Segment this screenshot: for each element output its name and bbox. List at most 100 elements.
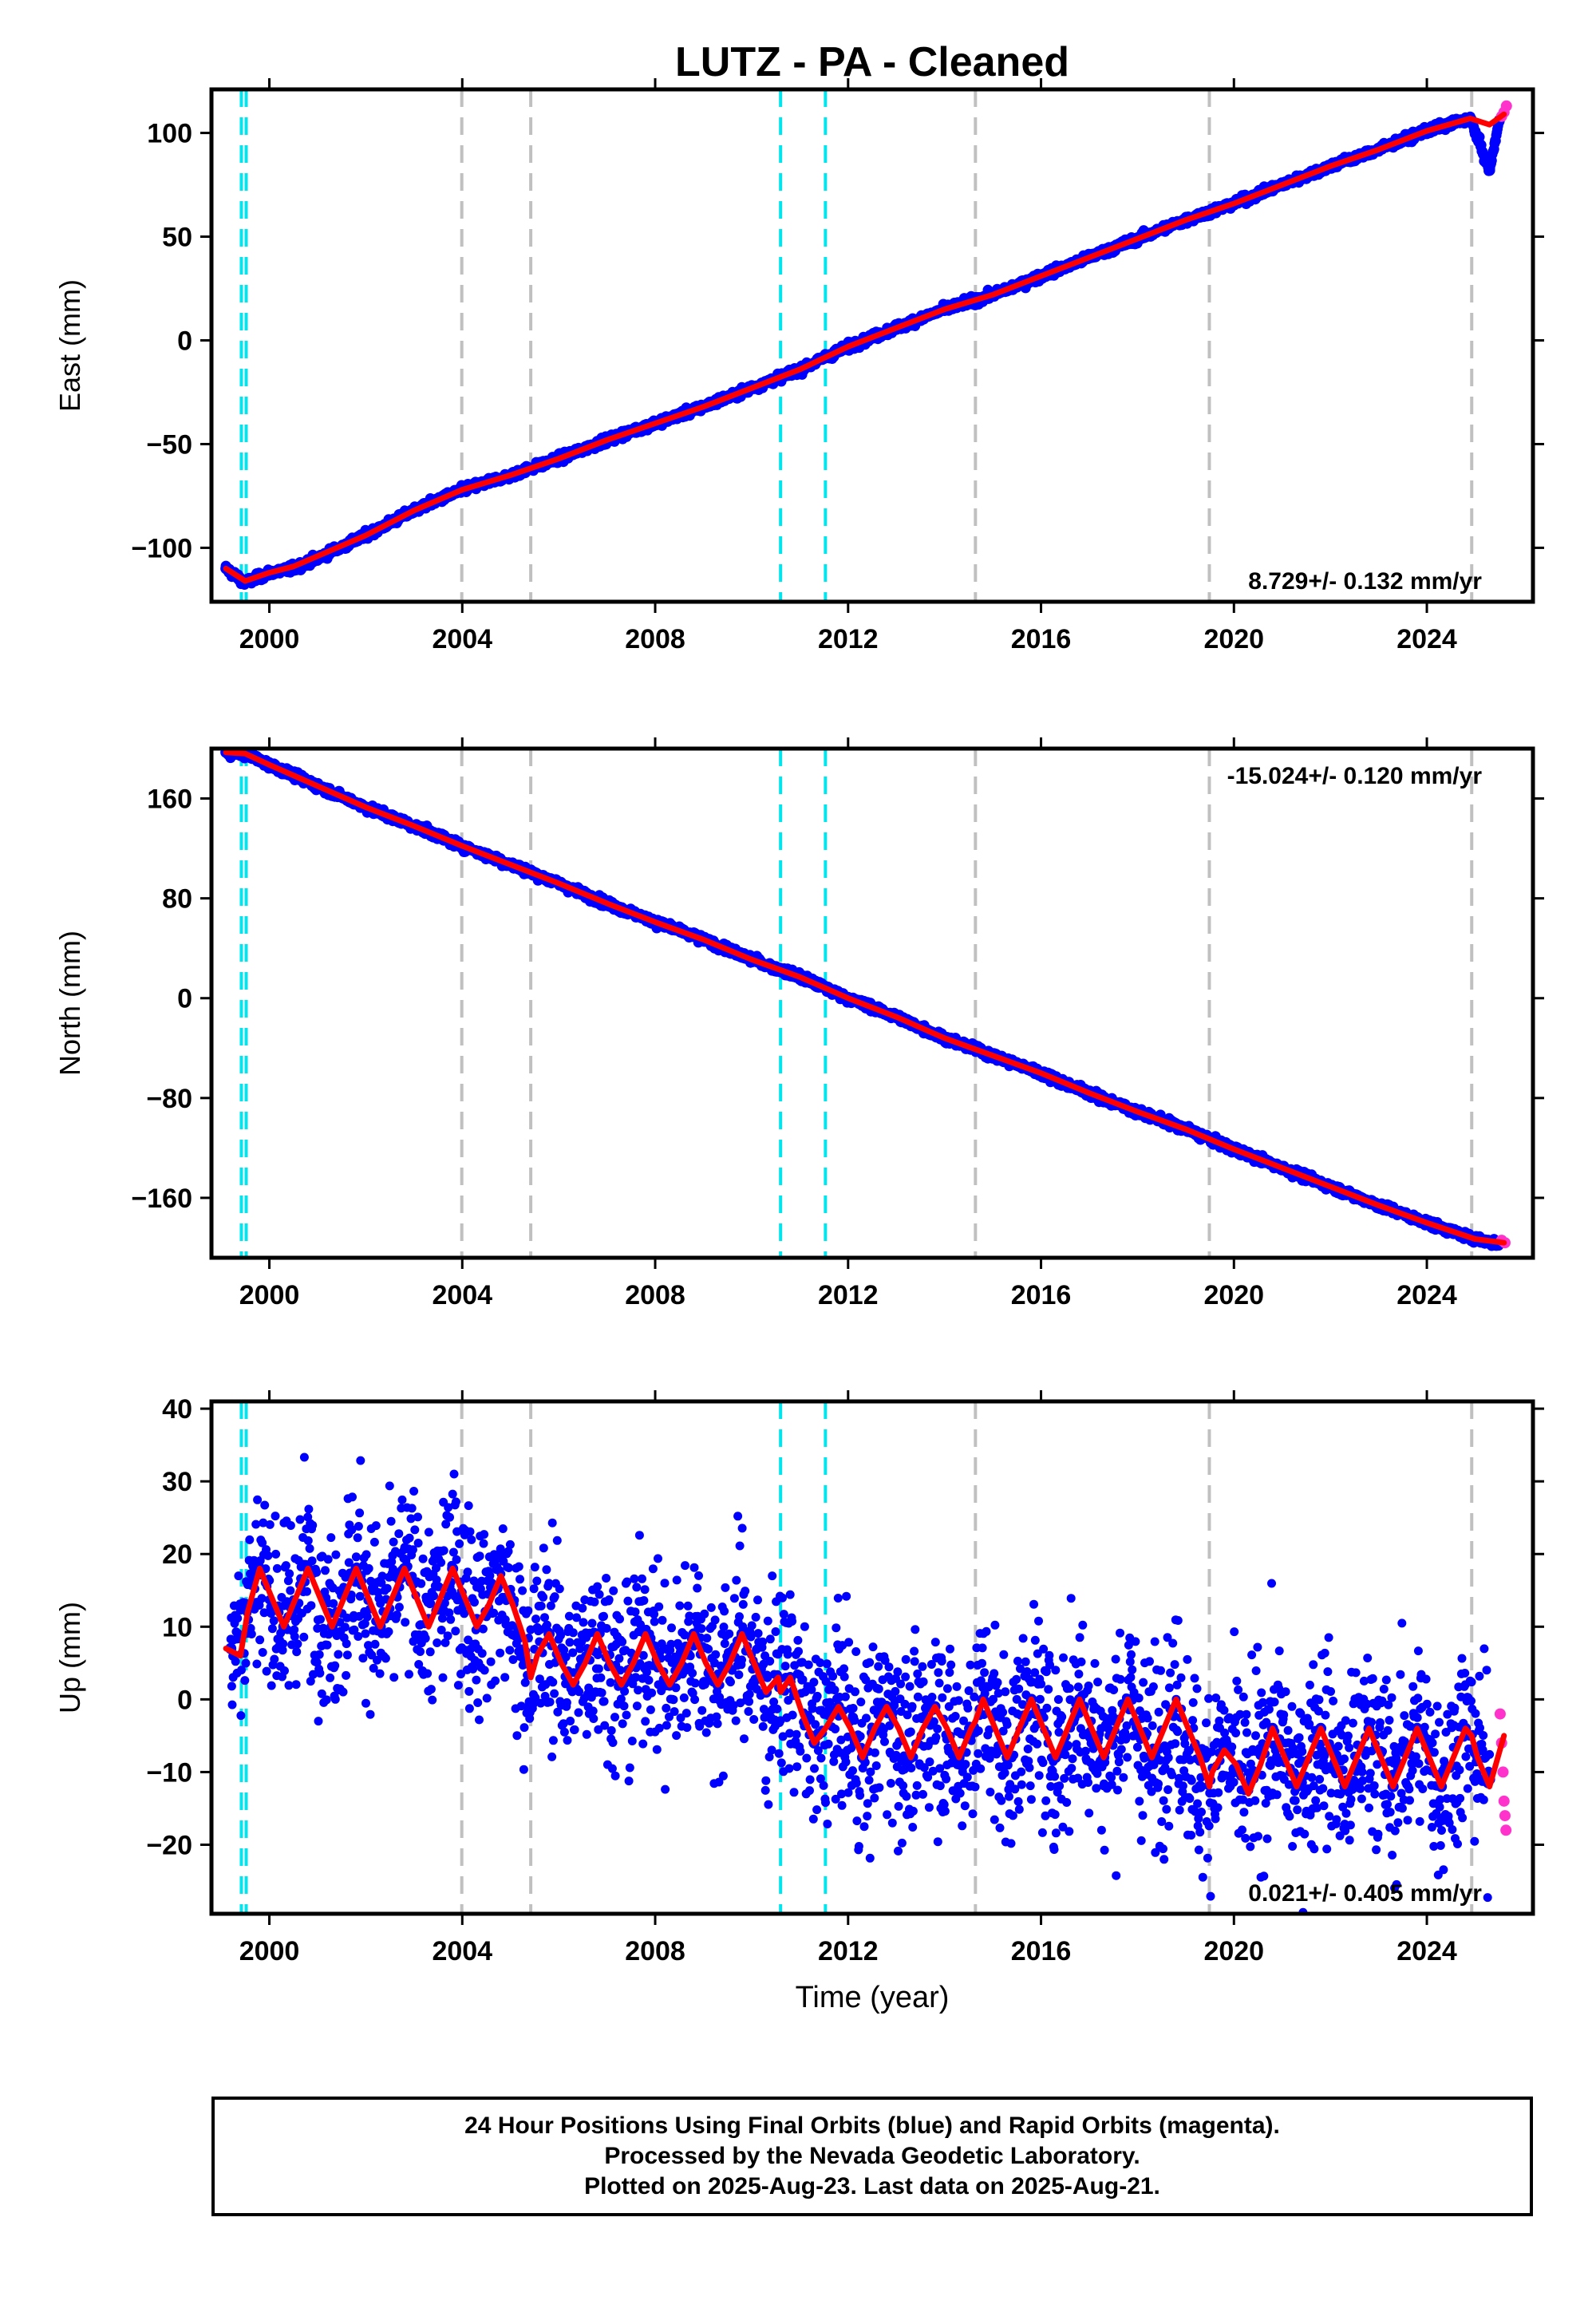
final-point: [342, 1670, 351, 1680]
final-point: [307, 1556, 317, 1566]
final-point: [312, 1658, 322, 1667]
final-point: [291, 1680, 301, 1690]
final-point: [358, 1654, 368, 1663]
final-point: [270, 1654, 279, 1664]
final-point: [255, 1600, 264, 1610]
final-point: [279, 1639, 288, 1649]
final-point: [340, 1622, 350, 1632]
final-orbit-points: [225, 1452, 1495, 1914]
final-point: [262, 1666, 271, 1676]
final-point: [406, 1514, 416, 1524]
final-point: [342, 1650, 352, 1660]
x-tick-label: 2000: [239, 624, 300, 654]
final-point: [361, 1550, 371, 1559]
final-point: [384, 1627, 393, 1636]
final-point: [330, 1694, 340, 1704]
final-point: [416, 1647, 425, 1656]
final-point: [245, 1535, 255, 1544]
final-point: [329, 1599, 338, 1608]
final-point: [330, 1661, 340, 1670]
final-point: [375, 1669, 385, 1678]
final-point: [241, 1658, 251, 1668]
final-point: [323, 1555, 333, 1564]
plot-area: [220, 89, 1512, 602]
velocity-rate-label: 8.729+/- 0.132 mm/yr: [1248, 568, 1482, 595]
y-tick-label: −50: [146, 429, 192, 460]
final-point: [370, 1639, 380, 1649]
final-point: [285, 1569, 294, 1579]
final-point: [251, 1520, 261, 1529]
final-point: [267, 1681, 276, 1690]
x-tick-label: 2000: [239, 1280, 300, 1310]
final-point: [290, 1625, 299, 1634]
final-point: [369, 1663, 378, 1673]
final-point: [314, 1717, 323, 1726]
final-point: [360, 1618, 369, 1628]
final-point: [413, 1512, 422, 1522]
final-point: [299, 1452, 309, 1462]
final-point: [364, 1641, 373, 1650]
final-point: [344, 1558, 354, 1567]
final-point: [362, 1612, 372, 1622]
final-point: [392, 1611, 401, 1619]
x-tick-label: 2012: [818, 624, 879, 654]
final-point: [304, 1504, 314, 1514]
final-point: [382, 1583, 392, 1593]
final-point: [255, 1635, 265, 1645]
plot-frame: [209, 746, 1535, 1260]
final-point: [252, 1659, 262, 1669]
final-point: [247, 1630, 256, 1638]
x-tick-label: 2004: [432, 624, 492, 654]
final-point: [350, 1625, 359, 1634]
final-point: [257, 1594, 267, 1603]
final-point: [234, 1571, 243, 1581]
final-point: [364, 1563, 373, 1573]
final-point: [227, 1700, 237, 1709]
final-point: [314, 1650, 324, 1659]
final-point: [286, 1521, 295, 1530]
final-point: [377, 1571, 387, 1581]
final-point: [237, 1666, 246, 1675]
final-point: [331, 1550, 341, 1559]
final-point: [347, 1525, 357, 1535]
final-point: [326, 1673, 335, 1682]
final-point: [421, 1634, 430, 1643]
final-point: [373, 1655, 381, 1665]
final-point: [334, 1650, 343, 1659]
velocity-rate-label: -15.024+/- 0.120 mm/yr: [1227, 763, 1483, 789]
final-point: [356, 1456, 365, 1465]
final-point: [303, 1536, 313, 1545]
final-point: [413, 1539, 423, 1547]
final-point: [381, 1654, 390, 1663]
x-tick-label: 2004: [432, 1280, 492, 1310]
final-point: [354, 1522, 363, 1531]
x-tick-label: 2016: [1011, 1280, 1072, 1310]
final-point: [408, 1545, 417, 1555]
final-point: [322, 1695, 331, 1705]
final-point: [389, 1673, 399, 1682]
final-key-point: [1483, 164, 1495, 176]
final-point: [283, 1576, 293, 1586]
final-point: [322, 1640, 332, 1650]
x-tick-label: 2008: [625, 1280, 685, 1310]
final-point: [389, 1537, 398, 1547]
final-point: [240, 1676, 250, 1686]
final-point: [227, 1682, 236, 1691]
final-point: [236, 1711, 246, 1721]
final-point: [265, 1520, 275, 1529]
final-point: [394, 1603, 404, 1612]
final-point: [385, 1481, 394, 1491]
x-tick-label: 2020: [1203, 624, 1264, 654]
plot-frame: [209, 87, 1535, 604]
final-point: [258, 1648, 267, 1657]
final-point: [338, 1687, 348, 1697]
final-point: [299, 1632, 309, 1642]
final-point: [308, 1670, 318, 1679]
final-point: [267, 1624, 277, 1634]
final-point: [260, 1500, 270, 1510]
final-point: [280, 1666, 289, 1675]
final-point: [286, 1586, 295, 1595]
final-point: [308, 1520, 318, 1530]
